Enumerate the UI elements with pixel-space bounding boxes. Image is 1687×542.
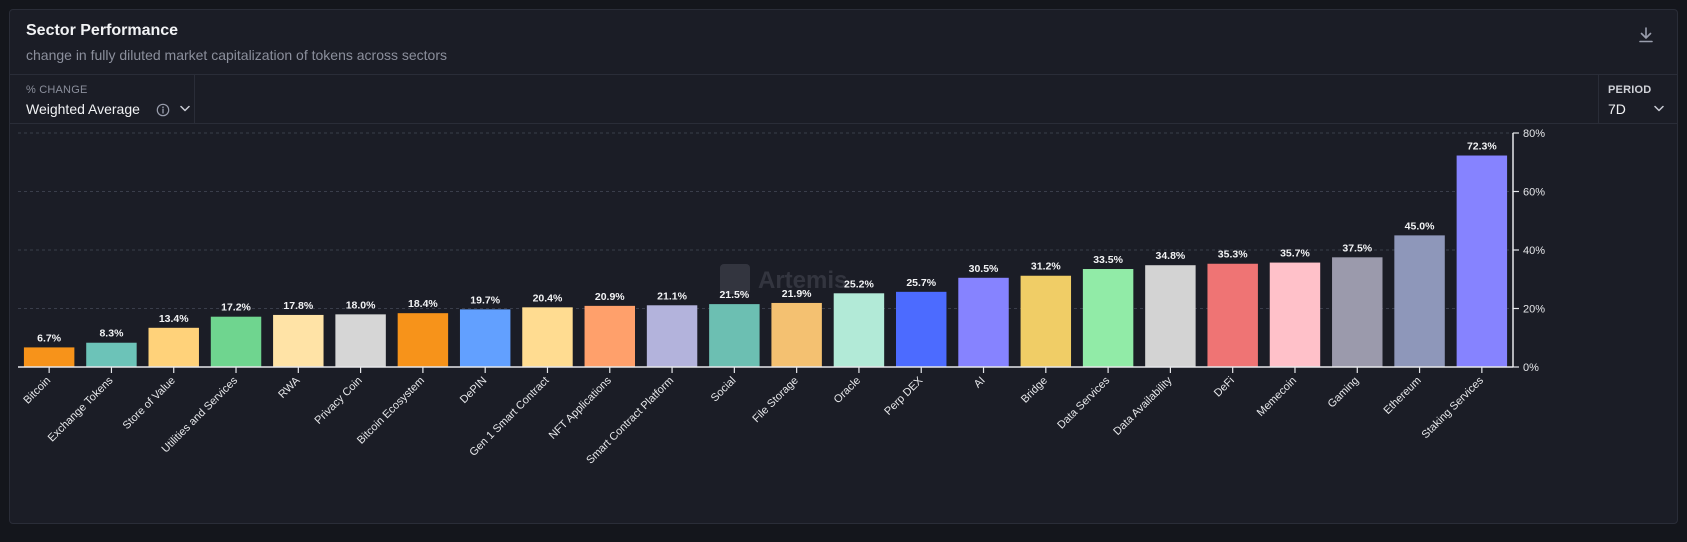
period-select-label: PERIOD (1608, 84, 1652, 96)
x-tick-label: Staking Services (1420, 374, 1487, 441)
bar[interactable] (335, 314, 386, 367)
info-icon[interactable] (156, 103, 170, 117)
bar[interactable] (1020, 275, 1072, 367)
bar-value-label: 21.1% (657, 290, 687, 302)
y-tick-label: 40% (1523, 245, 1545, 257)
x-tick-label: AI (972, 375, 988, 391)
bar[interactable] (1332, 257, 1383, 367)
x-tick-label: Perp DEX (882, 374, 926, 418)
chart-title: Sector Performance (26, 22, 179, 39)
bar[interactable] (1207, 263, 1258, 367)
bar-value-label: 33.5% (1093, 254, 1123, 266)
bar-value-label: 34.8% (1156, 250, 1186, 262)
bar[interactable] (833, 293, 885, 367)
x-tick-label: NFT Applications (547, 374, 614, 441)
x-tick-label: Store of Value (121, 375, 178, 432)
chart-subtitle: change in fully diluted market capitaliz… (26, 47, 447, 63)
bar[interactable] (273, 314, 324, 367)
x-tick-label: DeFi (1212, 375, 1237, 400)
x-tick-label: File Storage (750, 375, 800, 425)
bar-value-label: 18.0% (346, 299, 376, 311)
y-tick-label: 60% (1523, 187, 1545, 199)
x-tick-label: Bitcoin Ecosystem (355, 375, 427, 447)
bar[interactable] (1082, 269, 1134, 367)
bar-value-label: 19.7% (470, 294, 500, 306)
bar-value-label: 20.9% (595, 291, 625, 303)
x-tick-label: Bridge (1019, 375, 1050, 406)
y-tick-label: 0% (1523, 362, 1539, 374)
bar[interactable] (210, 316, 262, 367)
bar-value-label: 17.8% (283, 300, 313, 312)
bar[interactable] (397, 313, 449, 367)
period-select[interactable]: PERIOD 7D (1598, 75, 1677, 123)
bar[interactable] (148, 327, 199, 367)
bar[interactable] (584, 305, 635, 367)
bar-value-label: 30.5% (969, 263, 999, 275)
bar-value-label: 37.5% (1342, 242, 1372, 254)
bar[interactable] (646, 305, 698, 367)
chart-controls: % CHANGE Weighted Average PERIOD 7D (10, 74, 1677, 124)
bar[interactable] (23, 347, 75, 367)
x-tick-label: Social (709, 375, 739, 405)
period-select-value: 7D (1608, 101, 1626, 117)
bar[interactable] (522, 307, 573, 367)
bar-value-label: 35.7% (1280, 248, 1310, 260)
watermark-text: Artemis (758, 267, 847, 294)
bar[interactable] (1394, 235, 1445, 367)
x-tick-label: Oracle (832, 375, 863, 406)
bar-value-label: 13.4% (159, 313, 189, 325)
bar-value-label: 25.2% (844, 278, 874, 290)
bar-value-label: 21.5% (719, 289, 749, 301)
x-tick-label: Ethereum (1381, 375, 1423, 417)
x-tick-label: RWA (276, 374, 303, 401)
x-tick-label: Exchange Tokens (46, 374, 116, 444)
bar[interactable] (709, 304, 760, 367)
bar-value-label: 18.4% (408, 298, 438, 310)
y-tick-label: 20% (1523, 304, 1545, 316)
x-tick-label: Data Services (1055, 374, 1112, 431)
metric-select-label: % CHANGE (26, 84, 88, 96)
sector-bar-chart: Artemis 6.7% 8.3% 13.4% 17.2% 17.8% 18.0% 18.4… (18, 128, 1545, 467)
bar[interactable] (771, 302, 822, 367)
metric-select-value: Weighted Average (26, 101, 140, 117)
bar-value-label: 25.7% (906, 277, 936, 289)
card-header: Sector Performance change in fully dilut… (26, 22, 447, 63)
bar-value-label: 6.7% (37, 332, 62, 344)
bar[interactable] (896, 291, 947, 367)
x-tick-label: DePIN (458, 375, 489, 406)
x-tick-label: Data Availability (1111, 374, 1175, 438)
bar[interactable] (86, 342, 137, 367)
x-tick-label: Bitcoin (21, 375, 53, 407)
bar-value-label: 72.3% (1467, 141, 1497, 153)
bar-value-label: 21.9% (782, 288, 812, 300)
metric-select[interactable]: % CHANGE Weighted Average (10, 75, 195, 123)
artemis-logo-icon (720, 264, 750, 294)
bar[interactable] (1456, 155, 1508, 367)
bar-value-label: 35.3% (1218, 249, 1248, 261)
bar[interactable] (1145, 265, 1196, 367)
artemis-watermark: Artemis (720, 264, 847, 294)
bar-value-label: 45.0% (1405, 220, 1435, 232)
y-tick-label: 80% (1523, 128, 1545, 140)
download-icon (1639, 27, 1653, 43)
x-tick-label: Privacy Coin (313, 375, 365, 427)
x-tick-label: Memecoin (1255, 375, 1299, 419)
bar[interactable] (1269, 262, 1321, 367)
chevron-down-icon (180, 105, 190, 112)
bar-value-label: 8.3% (99, 328, 124, 340)
bar[interactable] (958, 277, 1009, 367)
chevron-down-icon (1654, 105, 1664, 112)
bar-value-label: 31.2% (1031, 261, 1061, 273)
bar-value-label: 17.2% (221, 302, 251, 314)
x-tick-label: Gaming (1326, 375, 1362, 411)
download-button[interactable] (1635, 24, 1657, 46)
sector-performance-card: Sector Performance change in fully dilut… (9, 9, 1678, 524)
bar-value-label: 20.4% (533, 292, 563, 304)
bar[interactable] (459, 309, 511, 367)
